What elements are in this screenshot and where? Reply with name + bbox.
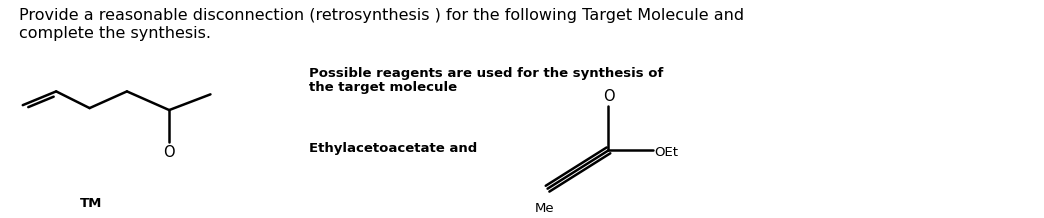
Text: TM: TM [79,197,102,209]
Text: Possible reagents are used for the synthesis of: Possible reagents are used for the synth… [309,67,663,80]
Text: the target molecule: the target molecule [309,81,457,94]
Text: complete the synthesis.: complete the synthesis. [19,26,211,41]
Text: O: O [163,145,175,160]
Text: Ethylacetoacetate and: Ethylacetoacetate and [309,143,477,155]
Text: OEt: OEt [655,146,679,159]
Text: O: O [602,89,614,104]
Text: Me: Me [535,203,554,215]
Text: Provide a reasonable disconnection (retrosynthesis ) for the following Target Mo: Provide a reasonable disconnection (retr… [19,8,744,23]
